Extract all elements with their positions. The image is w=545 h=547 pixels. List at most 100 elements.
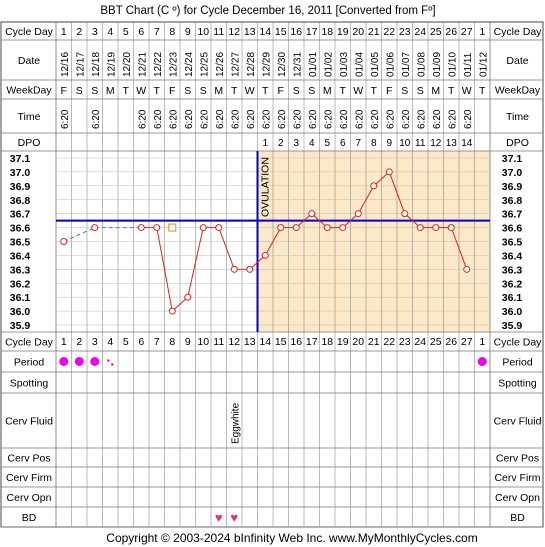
- y-tick-label-left: 35.9: [10, 320, 31, 332]
- y-tick-label-left: 37.0: [10, 167, 31, 179]
- temperature-point: [339, 224, 347, 232]
- y-tick-label-right: 36.0: [502, 306, 523, 318]
- date-label: 12/28: [246, 52, 257, 77]
- date-label: 12/25: [199, 52, 210, 77]
- weekday-label: M: [323, 85, 332, 97]
- row-label-left-fluid: Cerv Fluid: [5, 416, 53, 428]
- temp-line: [357, 185, 375, 214]
- temperature-point: [385, 168, 393, 176]
- row-label-left-firm: Cerv Firm: [6, 472, 52, 484]
- dpo-label: 8: [371, 138, 377, 149]
- date-label: 12/31: [292, 52, 303, 77]
- time-label: 6:20: [385, 109, 396, 129]
- cycle-day-label-bottom: 23: [399, 336, 411, 348]
- row-label-right-period: Period: [502, 357, 533, 369]
- temp-line: [264, 227, 282, 256]
- ovulation-label: OVULATION: [260, 157, 272, 217]
- date-label: 12/29: [261, 52, 272, 77]
- date-label: 12/21: [137, 52, 148, 77]
- time-label: 6:20: [401, 109, 412, 129]
- temperature-point: [323, 224, 331, 232]
- time-label: 6:20: [277, 109, 288, 129]
- cycle-day-label: 4: [107, 26, 113, 38]
- cycle-day-label: 13: [244, 26, 256, 38]
- weekday-label: W: [245, 85, 255, 97]
- temp-line-dashed: [63, 227, 95, 242]
- y-tick-label-left: 36.8: [10, 195, 31, 207]
- cycle-day-label: 1: [479, 26, 485, 38]
- dpo-label: 10: [399, 138, 411, 149]
- dpo-label: 3: [293, 138, 299, 149]
- row-label-left-pos: Cerv Pos: [7, 453, 50, 465]
- y-tick-label-left: 36.5: [10, 237, 31, 249]
- row-label-left-time: Time: [18, 111, 41, 123]
- time-label: 6:20: [308, 109, 319, 129]
- temperature-point: [184, 293, 192, 301]
- y-tick-label-right: 37.1: [502, 153, 523, 165]
- cycle-day-label-bottom: 5: [123, 336, 129, 348]
- weekday-label: T: [123, 85, 130, 97]
- time-label: 6:20: [416, 109, 427, 129]
- y-tick-label-right: 37.0: [502, 167, 523, 179]
- weekday-label: F: [278, 85, 284, 97]
- dpo-label: 2: [278, 138, 284, 149]
- cycle-day-label-bottom: 15: [275, 336, 287, 348]
- y-tick-label-left: 36.1: [10, 292, 31, 304]
- temperature-point: [137, 224, 145, 232]
- cycle-day-label: 15: [275, 26, 287, 38]
- date-label: 12/26: [215, 52, 226, 77]
- dpo-label: 7: [355, 138, 361, 149]
- temperature-point: [292, 224, 300, 232]
- period-dot: [90, 357, 100, 366]
- weekday-label: T: [262, 85, 269, 97]
- weekday-label: S: [76, 85, 83, 97]
- y-tick-label-left: 36.7: [10, 209, 31, 221]
- cycle-day-label: 24: [414, 26, 426, 38]
- date-label: 01/01: [308, 52, 319, 77]
- cycle-day-label: 11: [213, 26, 224, 38]
- date-label: 12/23: [168, 52, 179, 77]
- date-label: 01/12: [478, 52, 489, 77]
- cycle-day-label-bottom: 1: [61, 336, 67, 348]
- time-label: 6:20: [354, 109, 365, 129]
- cycle-day-label-bottom: 20: [352, 336, 364, 348]
- temperature-point: [230, 265, 238, 273]
- y-tick-label-right: 36.8: [502, 195, 523, 207]
- cycle-day-label: 6: [138, 26, 144, 38]
- temp-line: [218, 227, 235, 270]
- temperature-point: [354, 210, 362, 218]
- y-tick-label-right: 36.5: [502, 237, 523, 249]
- weekday-label: T: [340, 85, 347, 97]
- temperature-point: [60, 238, 68, 245]
- cycle-day-label: 1: [61, 26, 67, 38]
- weekday-label: T: [154, 85, 161, 97]
- cycle-day-label: 14: [259, 26, 271, 38]
- weekday-label: S: [308, 85, 315, 97]
- row-label-right-opn: Cerv Opn: [495, 492, 540, 504]
- cycle-day-label: 18: [321, 26, 333, 38]
- cycle-day-label: 19: [337, 26, 349, 38]
- temperature-point: [199, 224, 207, 232]
- y-tick-label-left: 36.4: [10, 250, 31, 262]
- temp-line: [156, 227, 173, 312]
- cycle-day-label-bottom: 4: [107, 336, 113, 348]
- temperature-point: [401, 210, 409, 218]
- time-label: 6:20: [463, 109, 474, 129]
- weekday-label: S: [184, 85, 191, 97]
- dpo-label: 4: [309, 138, 315, 149]
- row-label-right-cd: Cycle Day: [494, 26, 543, 38]
- cycle-day-label: 17: [306, 26, 318, 38]
- cycle-day-label-bottom: 18: [321, 336, 333, 348]
- copyright[interactable]: Copyright © 2003-2024 bInfinity Web Inc.…: [106, 531, 477, 545]
- row-label-right-spotting: Spotting: [498, 378, 537, 390]
- y-tick-label-right: 36.1: [502, 292, 523, 304]
- weekday-label: W: [462, 85, 472, 97]
- cycle-day-label-bottom: 2: [76, 336, 82, 348]
- cycle-day-label-bottom: 13: [244, 336, 256, 348]
- weekday-label: S: [293, 85, 300, 97]
- row-label-right-date: Date: [506, 55, 528, 67]
- y-tick-label-right: 36.3: [502, 264, 523, 276]
- temp-line: [187, 227, 204, 298]
- row-label-left-wd: WeekDay: [6, 85, 52, 97]
- temperature-point: [246, 265, 254, 273]
